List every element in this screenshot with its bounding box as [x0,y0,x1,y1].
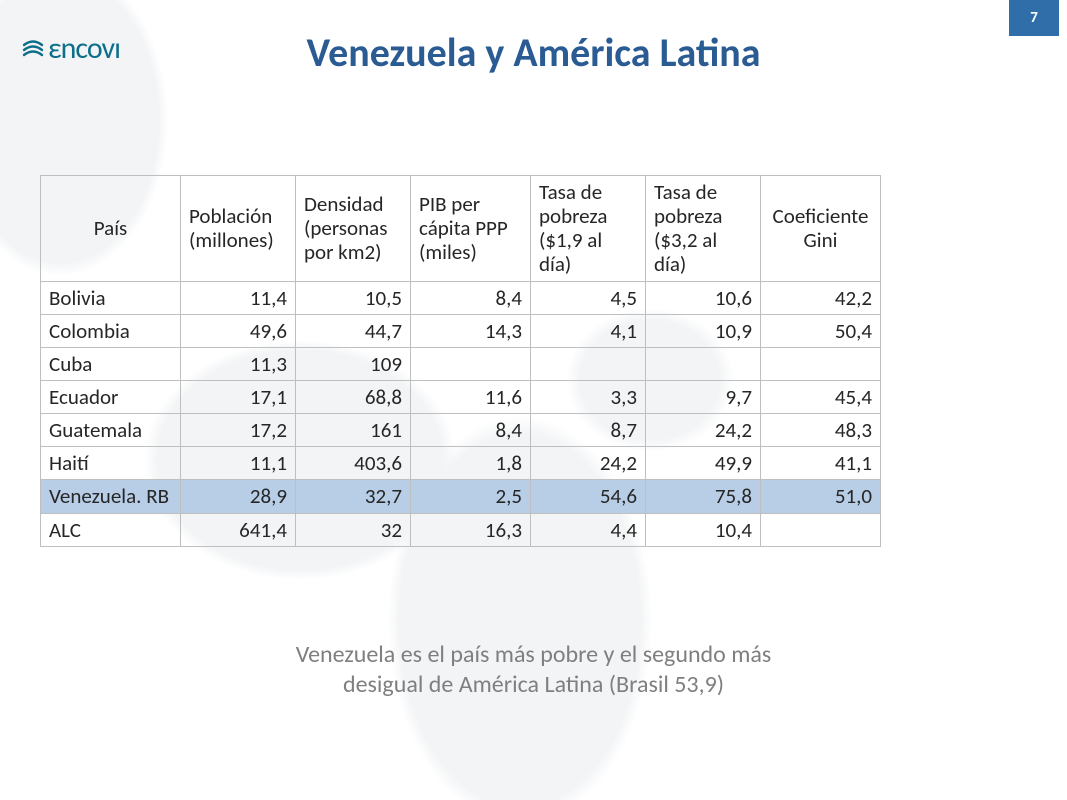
cell-value: 1,8 [411,447,531,480]
table-row: Colombia49,644,714,34,110,950,4 [41,314,881,347]
cell-value: 32 [296,513,411,546]
cell-country: Bolivia [41,281,181,314]
cell-value [761,347,881,380]
cell-value: 44,7 [296,314,411,347]
cell-value: 8,4 [411,414,531,447]
cell-value: 14,3 [411,314,531,347]
data-table-container: PaísPoblación (millones)Densidad (person… [40,175,881,547]
cell-value: 4,5 [531,281,646,314]
cell-value: 17,2 [181,414,296,447]
cell-value: 10,4 [646,513,761,546]
cell-value: 24,2 [531,447,646,480]
cell-value: 50,4 [761,314,881,347]
table-row: Bolivia11,410,58,44,510,642,2 [41,281,881,314]
cell-value: 51,0 [761,480,881,513]
page-title: Venezuela y América Latina [0,28,1067,77]
column-header: País [41,176,181,282]
cell-country: Colombia [41,314,181,347]
cell-value: 48,3 [761,414,881,447]
cell-value: 68,8 [296,380,411,413]
cell-value: 11,4 [181,281,296,314]
cell-value: 75,8 [646,480,761,513]
caption-line-2: desigual de América Latina (Brasil 53,9) [343,670,724,699]
cell-value: 41,1 [761,447,881,480]
cell-value: 32,7 [296,480,411,513]
cell-value [646,347,761,380]
cell-value: 9,7 [646,380,761,413]
cell-value: 17,1 [181,380,296,413]
cell-value: 8,7 [531,414,646,447]
cell-value: 161 [296,414,411,447]
table-row: Guatemala17,21618,48,724,248,3 [41,414,881,447]
caption-line-1: Venezuela es el país más pobre y el segu… [296,640,772,669]
cell-value: 10,5 [296,281,411,314]
caption: Venezuela es el país más pobre y el segu… [0,640,1067,700]
cell-value: 54,6 [531,480,646,513]
cell-country: Cuba [41,347,181,380]
cell-value: 11,3 [181,347,296,380]
cell-country: Venezuela. RB [41,480,181,513]
cell-value [411,347,531,380]
cell-value: 3,3 [531,380,646,413]
column-header: Densidad (personas por km2) [296,176,411,282]
cell-value: 11,6 [411,380,531,413]
cell-value: 49,9 [646,447,761,480]
cell-value: 4,1 [531,314,646,347]
column-header: PIB per cápita PPP (miles) [411,176,531,282]
table-row: Ecuador17,168,811,63,39,745,4 [41,380,881,413]
cell-value [531,347,646,380]
column-header: Tasa de pobreza ($3,2 al día) [646,176,761,282]
cell-value: 109 [296,347,411,380]
cell-value: 11,1 [181,447,296,480]
column-header: Coeficiente Gini [761,176,881,282]
cell-value: 10,9 [646,314,761,347]
cell-value: 10,6 [646,281,761,314]
table-body: Bolivia11,410,58,44,510,642,2Colombia49,… [41,281,881,546]
cell-value: 641,4 [181,513,296,546]
cell-value [761,513,881,546]
table-row: ALC641,43216,34,410,4 [41,513,881,546]
column-header: Población (millones) [181,176,296,282]
cell-value: 45,4 [761,380,881,413]
cell-value: 49,6 [181,314,296,347]
cell-value: 403,6 [296,447,411,480]
cell-value: 2,5 [411,480,531,513]
cell-country: ALC [41,513,181,546]
cell-country: Guatemala [41,414,181,447]
cell-value: 16,3 [411,513,531,546]
data-table: PaísPoblación (millones)Densidad (person… [40,175,881,547]
table-row: Cuba11,3109 [41,347,881,380]
cell-country: Ecuador [41,380,181,413]
cell-value: 24,2 [646,414,761,447]
cell-value: 8,4 [411,281,531,314]
table-row: Venezuela. RB28,932,72,554,675,851,0 [41,480,881,513]
column-header: Tasa de pobreza ($1,9 al día) [531,176,646,282]
table-row: Haití11,1403,61,824,249,941,1 [41,447,881,480]
table-header: PaísPoblación (millones)Densidad (person… [41,176,881,282]
cell-value: 4,4 [531,513,646,546]
cell-value: 28,9 [181,480,296,513]
cell-country: Haití [41,447,181,480]
cell-value: 42,2 [761,281,881,314]
